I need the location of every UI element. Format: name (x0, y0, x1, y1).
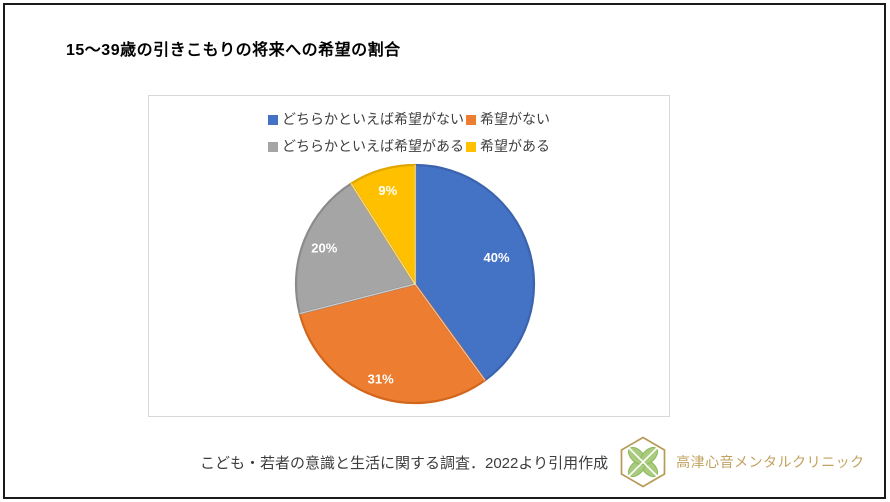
legend-label: 希望がある (480, 138, 550, 154)
logo-leaf-vein (628, 447, 658, 477)
legend-item: 希望がある (466, 136, 550, 157)
legend-swatch-icon (268, 114, 278, 125)
pie-data-label: 20% (311, 241, 337, 256)
legend-row-2: どちらかといえば希望がある 希望がある (267, 136, 551, 157)
page-title: 15〜39歳の引きこもりの将来への希望の割合 (66, 42, 401, 59)
pie-slice-separator (299, 283, 416, 315)
legend-item: どちらかといえば希望がない (268, 109, 464, 130)
legend-item: どちらかといえば希望がある (268, 136, 464, 157)
legend-label: どちらかといえば希望がない (282, 111, 464, 127)
pie-slice-separator (414, 283, 486, 381)
chart-legend: どちらかといえば希望がない 希望がない どちらかといえば希望がある 希望がある (149, 109, 669, 157)
hexagon-clover-logo-icon (620, 436, 666, 488)
logo-hexagon (620, 436, 666, 488)
pie-chart: 40% 31% 20% 9% (294, 163, 536, 405)
footer: こども・若者の意識と生活に関する調査．2022より引用作成 高津心音メンタルクリ… (200, 433, 865, 491)
pie-slice (294, 182, 417, 315)
legend-swatch-icon (466, 141, 476, 152)
pie-slice (298, 282, 487, 405)
citation-text: こども・若者の意識と生活に関する調査．2022より引用作成 (200, 454, 609, 472)
pie-slice-separator (350, 183, 416, 285)
pie-data-label: 31% (368, 372, 394, 387)
legend-swatch-icon (268, 141, 278, 152)
legend-item: 希望がない (466, 109, 550, 130)
legend-label: どちらかといえば希望がある (282, 138, 464, 154)
legend-row-1: どちらかといえば希望がない 希望がない (267, 109, 551, 130)
legend-label: 希望がない (480, 111, 550, 127)
pie-data-label: 40% (483, 250, 509, 265)
pie-data-label: 9% (378, 183, 397, 198)
pie-slice (413, 163, 536, 382)
clinic-name: 高津心音メンタルクリニック (676, 454, 865, 470)
chart-panel: どちらかといえば希望がない 希望がない どちらかといえば希望がある 希望がある 40%… (148, 95, 670, 417)
legend-swatch-icon (466, 114, 476, 125)
